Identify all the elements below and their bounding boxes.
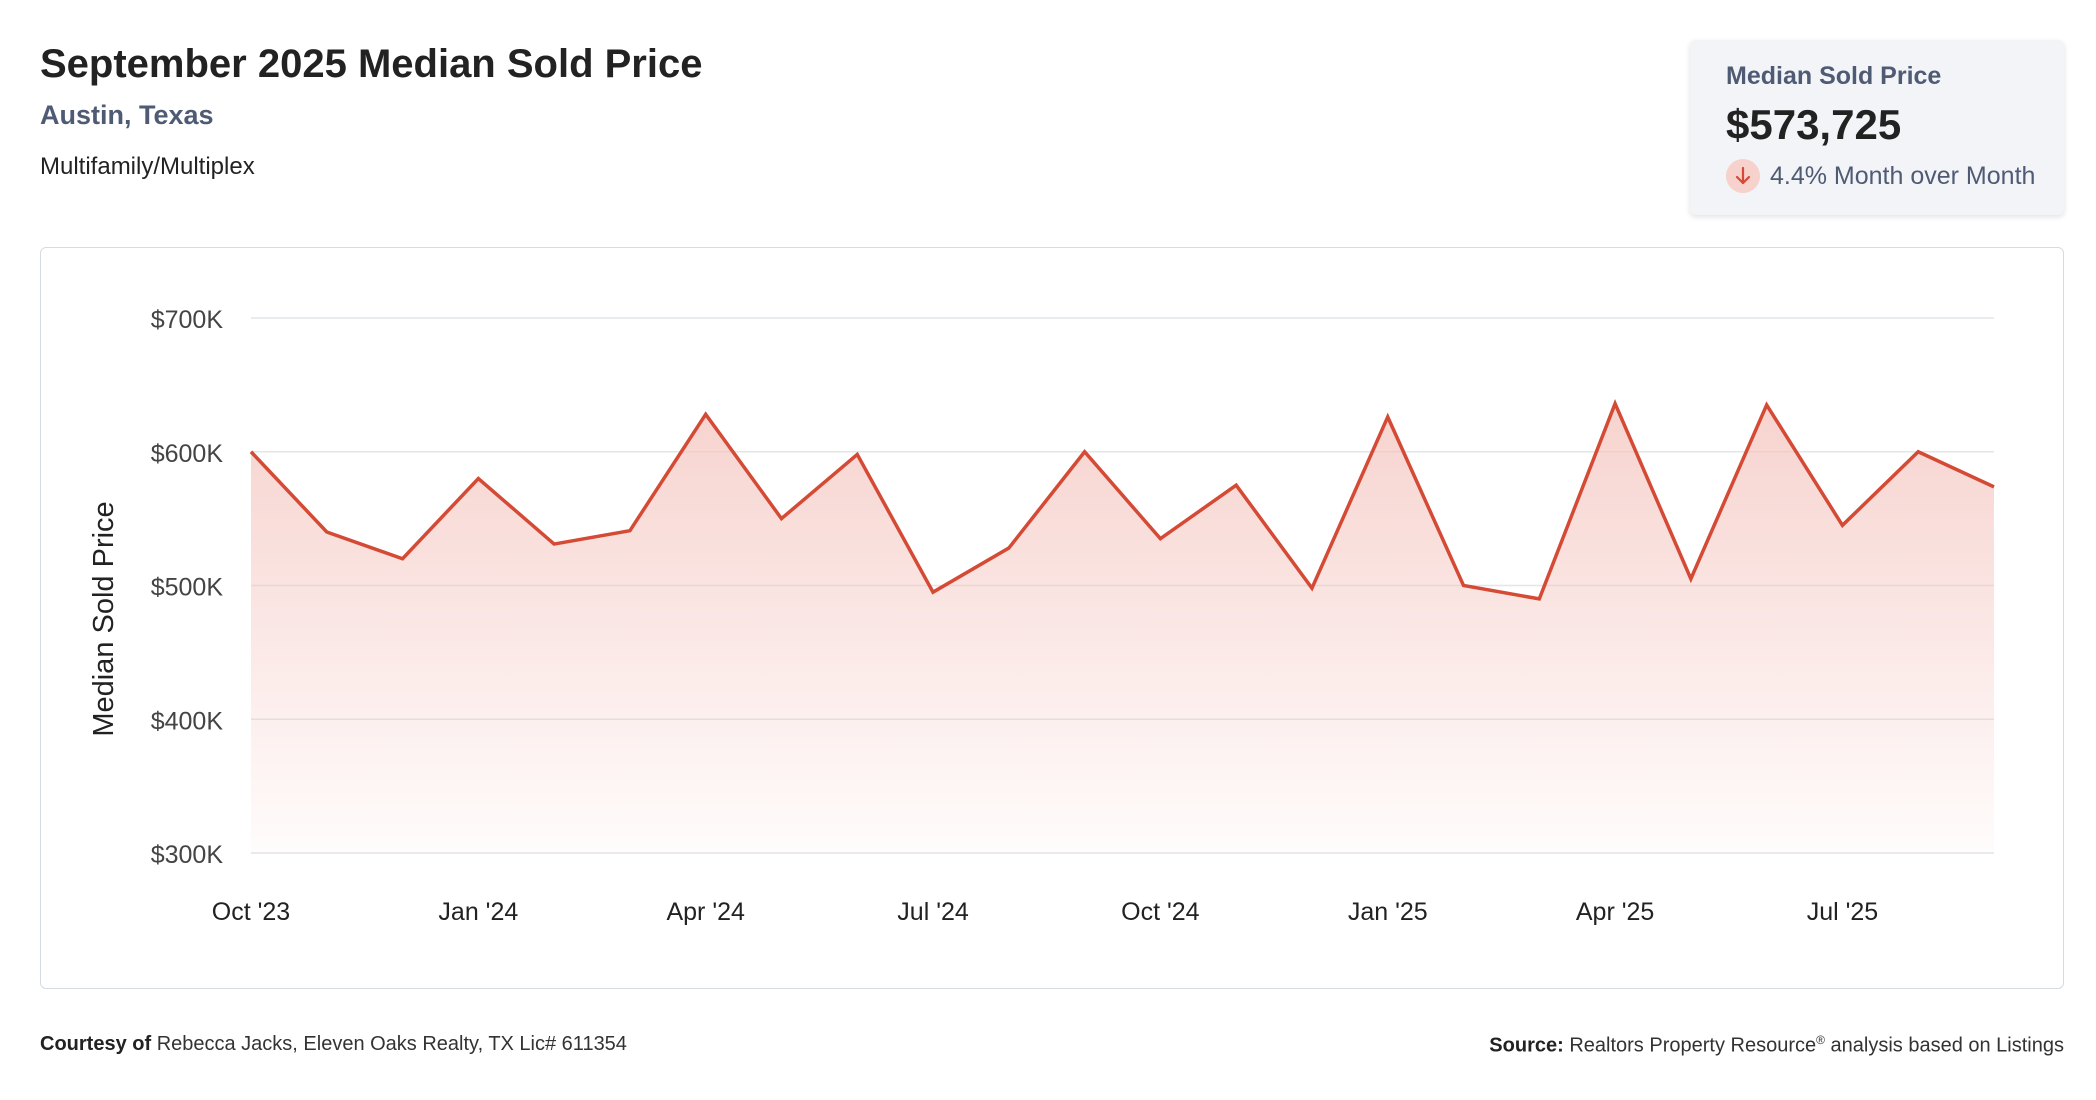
- data-point: [1916, 450, 1920, 454]
- stat-value: $573,725: [1726, 101, 1902, 148]
- y-tick-label: $400K: [151, 707, 224, 735]
- median-price-chart: $700K $600K $500K $400K $300K Oct '23 Jan '24…: [88, 306, 1996, 926]
- x-tick-label: Oct '24: [1121, 898, 1200, 926]
- source-footer: Source: Realtors Property Resource® anal…: [1489, 1033, 2064, 1058]
- data-point: [779, 517, 783, 521]
- source-text: Realtors Property Resource: [1569, 1034, 1817, 1057]
- data-point: [1613, 402, 1617, 406]
- stat-change-text: 4.4% Month over Month: [1770, 161, 2036, 190]
- x-tick-label: Jul '25: [1807, 898, 1878, 926]
- arrow-down-icon: [1726, 159, 1760, 193]
- stat-card: Median Sold Price $573,725 4.4% Month ov…: [1690, 40, 2064, 215]
- data-point: [1386, 415, 1390, 419]
- data-point: [325, 530, 329, 534]
- data-point: [1992, 485, 1996, 489]
- x-tick-label: Jul '24: [897, 898, 969, 926]
- courtesy-text: Rebecca Jacks, Eleven Oaks Realty, TX Li…: [156, 1033, 627, 1055]
- data-point: [1765, 403, 1769, 407]
- x-tick-label: Jan '25: [1348, 898, 1428, 926]
- data-point: [1689, 577, 1693, 581]
- source-label: Source:: [1489, 1034, 1564, 1057]
- data-point: [1158, 537, 1162, 541]
- property-category: Multifamily/Multiplex: [40, 153, 255, 180]
- data-point: [249, 450, 253, 454]
- data-point: [1462, 584, 1466, 588]
- price-area-fill: [251, 403, 1994, 853]
- page-title: September 2025 Median Sold Price: [40, 42, 703, 86]
- source-text-2: analysis based on Listings: [1830, 1034, 2064, 1057]
- data-point: [704, 412, 708, 416]
- y-tick-label: $700K: [151, 306, 224, 334]
- price-series-line: [249, 398, 1995, 601]
- x-tick-label: Apr '25: [1576, 898, 1654, 926]
- registered-mark: ®: [1816, 1033, 1825, 1047]
- courtesy-footer: Courtesy of Rebecca Jacks, Eleven Oaks R…: [40, 1033, 627, 1056]
- location-label: Austin, Texas: [40, 100, 214, 130]
- data-point: [1537, 597, 1541, 601]
- x-tick-label: Oct '23: [212, 898, 290, 926]
- stat-label: Median Sold Price: [1726, 62, 1942, 90]
- chart-container: $700K $600K $500K $400K $300K Oct '23 Jan '24…: [40, 247, 2064, 989]
- x-tick-label: Apr '24: [666, 898, 745, 926]
- y-tick-label: $300K: [151, 841, 224, 869]
- x-tick-label: Jan '24: [438, 898, 518, 926]
- data-point: [1840, 523, 1844, 527]
- data-point: [1234, 483, 1238, 487]
- courtesy-label: Courtesy of: [40, 1033, 152, 1055]
- stat-change: 4.4% Month over Month: [1726, 159, 2064, 193]
- data-point: [1007, 546, 1011, 550]
- y-axis-label: Median Sold Price: [88, 501, 120, 736]
- data-point: [1083, 450, 1087, 454]
- y-tick-label: $600K: [151, 440, 224, 468]
- data-point: [401, 557, 405, 561]
- y-tick-label: $500K: [151, 574, 224, 602]
- data-point: [476, 477, 480, 481]
- data-point: [1310, 586, 1314, 590]
- data-point: [855, 452, 859, 456]
- data-point: [552, 542, 556, 546]
- header: September 2025 Median Sold Price Austin,…: [40, 40, 702, 181]
- data-point: [931, 590, 935, 594]
- data-point: [628, 529, 632, 533]
